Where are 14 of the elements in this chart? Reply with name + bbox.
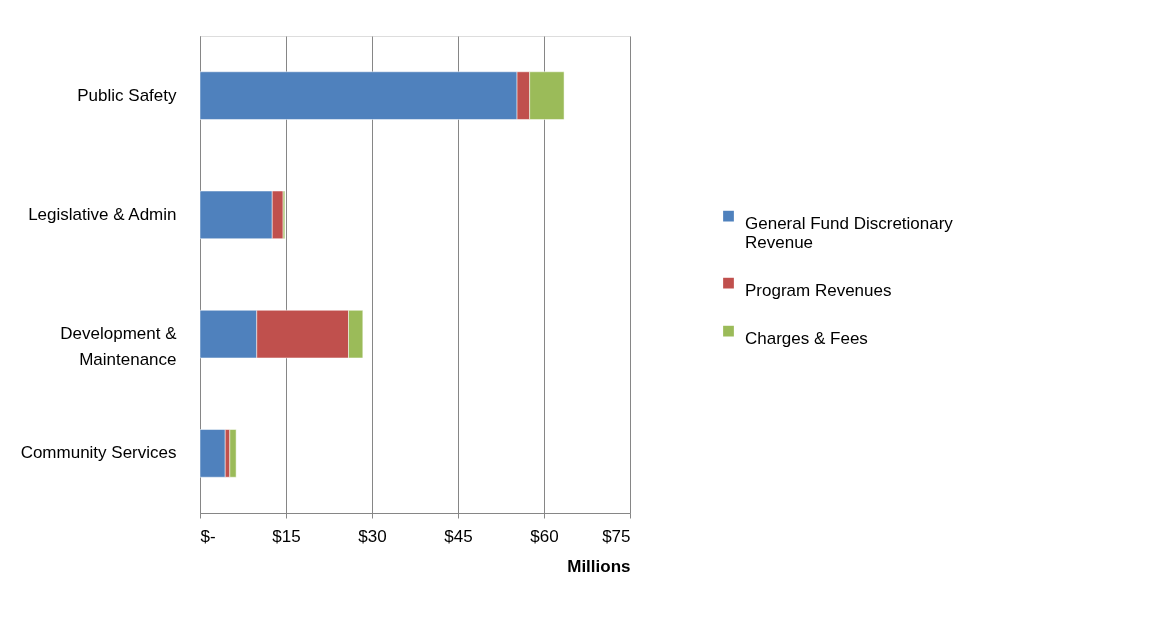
- legend-label: Program Revenues: [745, 281, 892, 301]
- y-tick-label: Legislative & Admin: [28, 204, 177, 224]
- x-axis-title: Millions: [567, 556, 631, 576]
- x-tick-label: $15: [272, 526, 301, 546]
- x-tick-label: $45: [444, 526, 473, 546]
- y-tick-label: Public Safety: [77, 85, 177, 105]
- x-tick-label: $30: [358, 526, 387, 546]
- legend-label: General Fund Discretionary Revenue: [745, 214, 954, 253]
- x-tick-label: $60: [530, 526, 559, 546]
- legend-label: Charges & Fees: [745, 329, 868, 349]
- y-tick-label: Development & Maintenance: [60, 324, 178, 370]
- x-tick-label: $75: [602, 526, 631, 546]
- x-tick-label: $-: [200, 526, 216, 546]
- y-tick-label: Community Services: [20, 443, 177, 463]
